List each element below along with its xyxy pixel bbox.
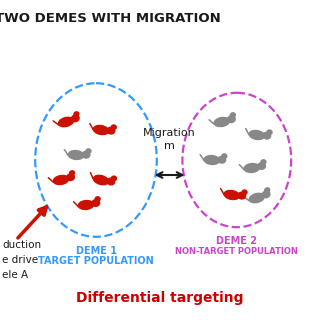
Ellipse shape: [263, 132, 271, 139]
Ellipse shape: [95, 197, 100, 201]
Ellipse shape: [242, 190, 247, 195]
Text: DEME 2: DEME 2: [216, 236, 257, 246]
Ellipse shape: [258, 163, 265, 169]
Ellipse shape: [67, 174, 74, 180]
Ellipse shape: [204, 156, 220, 164]
Ellipse shape: [111, 176, 116, 180]
Text: TWO DEMES WITH MIGRATION: TWO DEMES WITH MIGRATION: [0, 12, 221, 25]
Ellipse shape: [82, 151, 90, 158]
Ellipse shape: [261, 160, 266, 164]
Ellipse shape: [74, 112, 79, 116]
Ellipse shape: [78, 201, 94, 209]
Text: e drive: e drive: [2, 255, 38, 265]
Text: Migration: Migration: [143, 128, 196, 138]
Ellipse shape: [230, 113, 235, 117]
Ellipse shape: [86, 149, 91, 153]
Ellipse shape: [262, 191, 270, 198]
Ellipse shape: [218, 156, 226, 163]
Text: TARGET POPULATION: TARGET POPULATION: [38, 256, 154, 266]
Ellipse shape: [93, 125, 108, 134]
Ellipse shape: [214, 117, 229, 126]
Text: NON-TARGET POPULATION: NON-TARGET POPULATION: [175, 247, 298, 256]
Ellipse shape: [224, 190, 239, 200]
Ellipse shape: [111, 125, 116, 129]
Text: m: m: [164, 141, 175, 151]
Ellipse shape: [107, 178, 115, 185]
Ellipse shape: [238, 192, 245, 199]
Ellipse shape: [267, 130, 272, 134]
Ellipse shape: [93, 175, 108, 185]
Ellipse shape: [71, 115, 79, 122]
Ellipse shape: [249, 193, 264, 203]
Ellipse shape: [249, 131, 264, 140]
Ellipse shape: [59, 117, 74, 127]
Ellipse shape: [228, 116, 235, 123]
Ellipse shape: [222, 154, 227, 158]
Text: duction: duction: [2, 240, 41, 250]
Ellipse shape: [265, 188, 270, 192]
Ellipse shape: [92, 200, 100, 206]
Ellipse shape: [107, 127, 115, 134]
Text: ele A: ele A: [2, 270, 28, 280]
Text: Differential targeting: Differential targeting: [76, 291, 244, 305]
Ellipse shape: [68, 151, 84, 159]
Ellipse shape: [69, 171, 75, 175]
Text: DEME 1: DEME 1: [76, 245, 116, 256]
Ellipse shape: [53, 175, 68, 185]
Ellipse shape: [244, 164, 260, 172]
